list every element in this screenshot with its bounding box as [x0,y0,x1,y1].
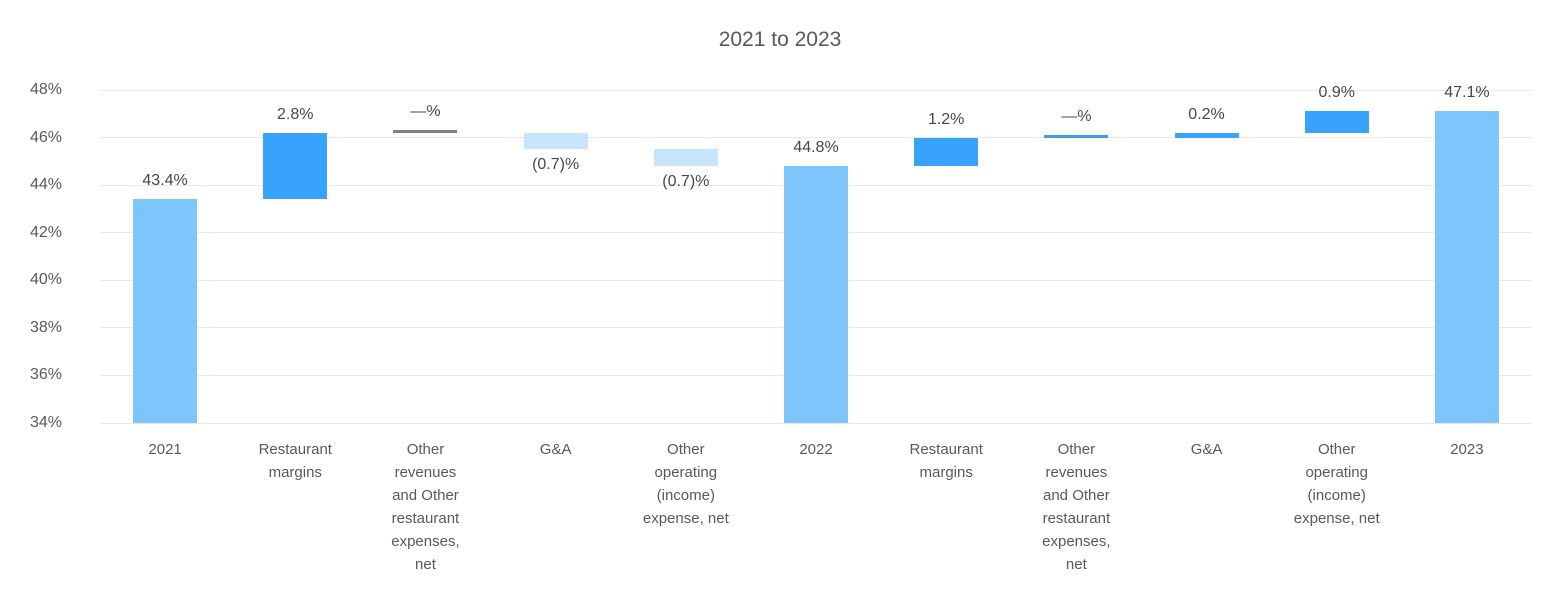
waterfall-bar-decrease [523,132,588,150]
bar-value-label: 0.9% [1318,84,1355,102]
y-axis-tick-label: 38% [29,318,62,336]
x-axis-category-label: Other revenues and Other restaurant expe… [391,441,460,573]
x-axis-category-label: Other operating (income) expense, net [642,441,729,527]
bar-value-label: (0.7)% [532,156,580,174]
y-gridline [100,137,1532,139]
bar-value-label: 47.1% [1444,84,1490,102]
x-axis-category-label: Restaurant margins [258,441,332,481]
waterfall-bar-increase [263,132,328,200]
waterfall-bar-increase [1304,111,1369,133]
y-axis-tick-label: 48% [29,81,62,98]
y-axis-tick-label: 42% [29,223,62,241]
waterfall-bar-increase [1174,132,1239,138]
x-axis-category-label: Other revenues and Other restaurant expe… [1042,441,1111,573]
x-axis-category-label: 2022 [799,441,833,458]
y-axis-tick-label: 46% [29,128,62,146]
bar-value-label: (0.7)% [662,173,710,191]
waterfall-bar-increase [914,137,979,167]
waterfall-bar-total [1434,111,1499,423]
bar-value-label: —% [1061,107,1092,125]
y-axis-tick-label: 40% [29,271,62,289]
bar-value-label: 44.8% [793,139,839,157]
x-axis-category-label: 2021 [148,441,182,458]
y-axis-tick-label: 34% [29,414,62,431]
x-axis-category-label: 2023 [1450,441,1484,458]
bar-value-label: 43.4% [142,172,188,190]
chart-title: 2021 to 2023 [718,28,842,51]
x-axis-category-label: Other operating (income) expense, net [1293,441,1380,527]
bar-value-label: 0.2% [1188,105,1225,123]
bar-value-label: —% [410,102,441,120]
y-gridline [100,89,1532,91]
waterfall-bar-decrease [653,149,718,167]
bar-value-label: 1.2% [927,110,965,128]
zero-change-bar [1044,134,1109,138]
y-axis-tick-label: 36% [29,366,62,384]
x-axis-category-label: G&A [539,441,572,458]
y-axis-tick-label: 44% [29,176,62,194]
waterfall-bar-total [133,199,198,423]
y-gridline [100,422,1532,424]
waterfall-bar-total [784,166,848,423]
zero-change-bar [393,129,458,133]
x-axis-category-label: G&A [1190,441,1223,458]
x-axis-category-label: Restaurant margins [909,441,983,481]
bar-value-label: 2.8% [277,105,314,123]
